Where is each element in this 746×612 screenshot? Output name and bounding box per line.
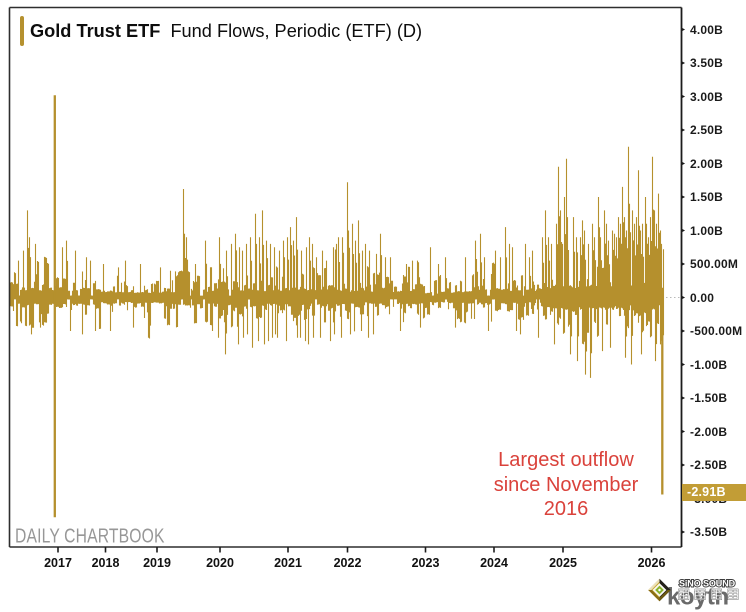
svg-text:koytn: koytn: [667, 584, 729, 611]
svg-text:SiNO SOUND: SiNO SOUND: [679, 579, 736, 589]
